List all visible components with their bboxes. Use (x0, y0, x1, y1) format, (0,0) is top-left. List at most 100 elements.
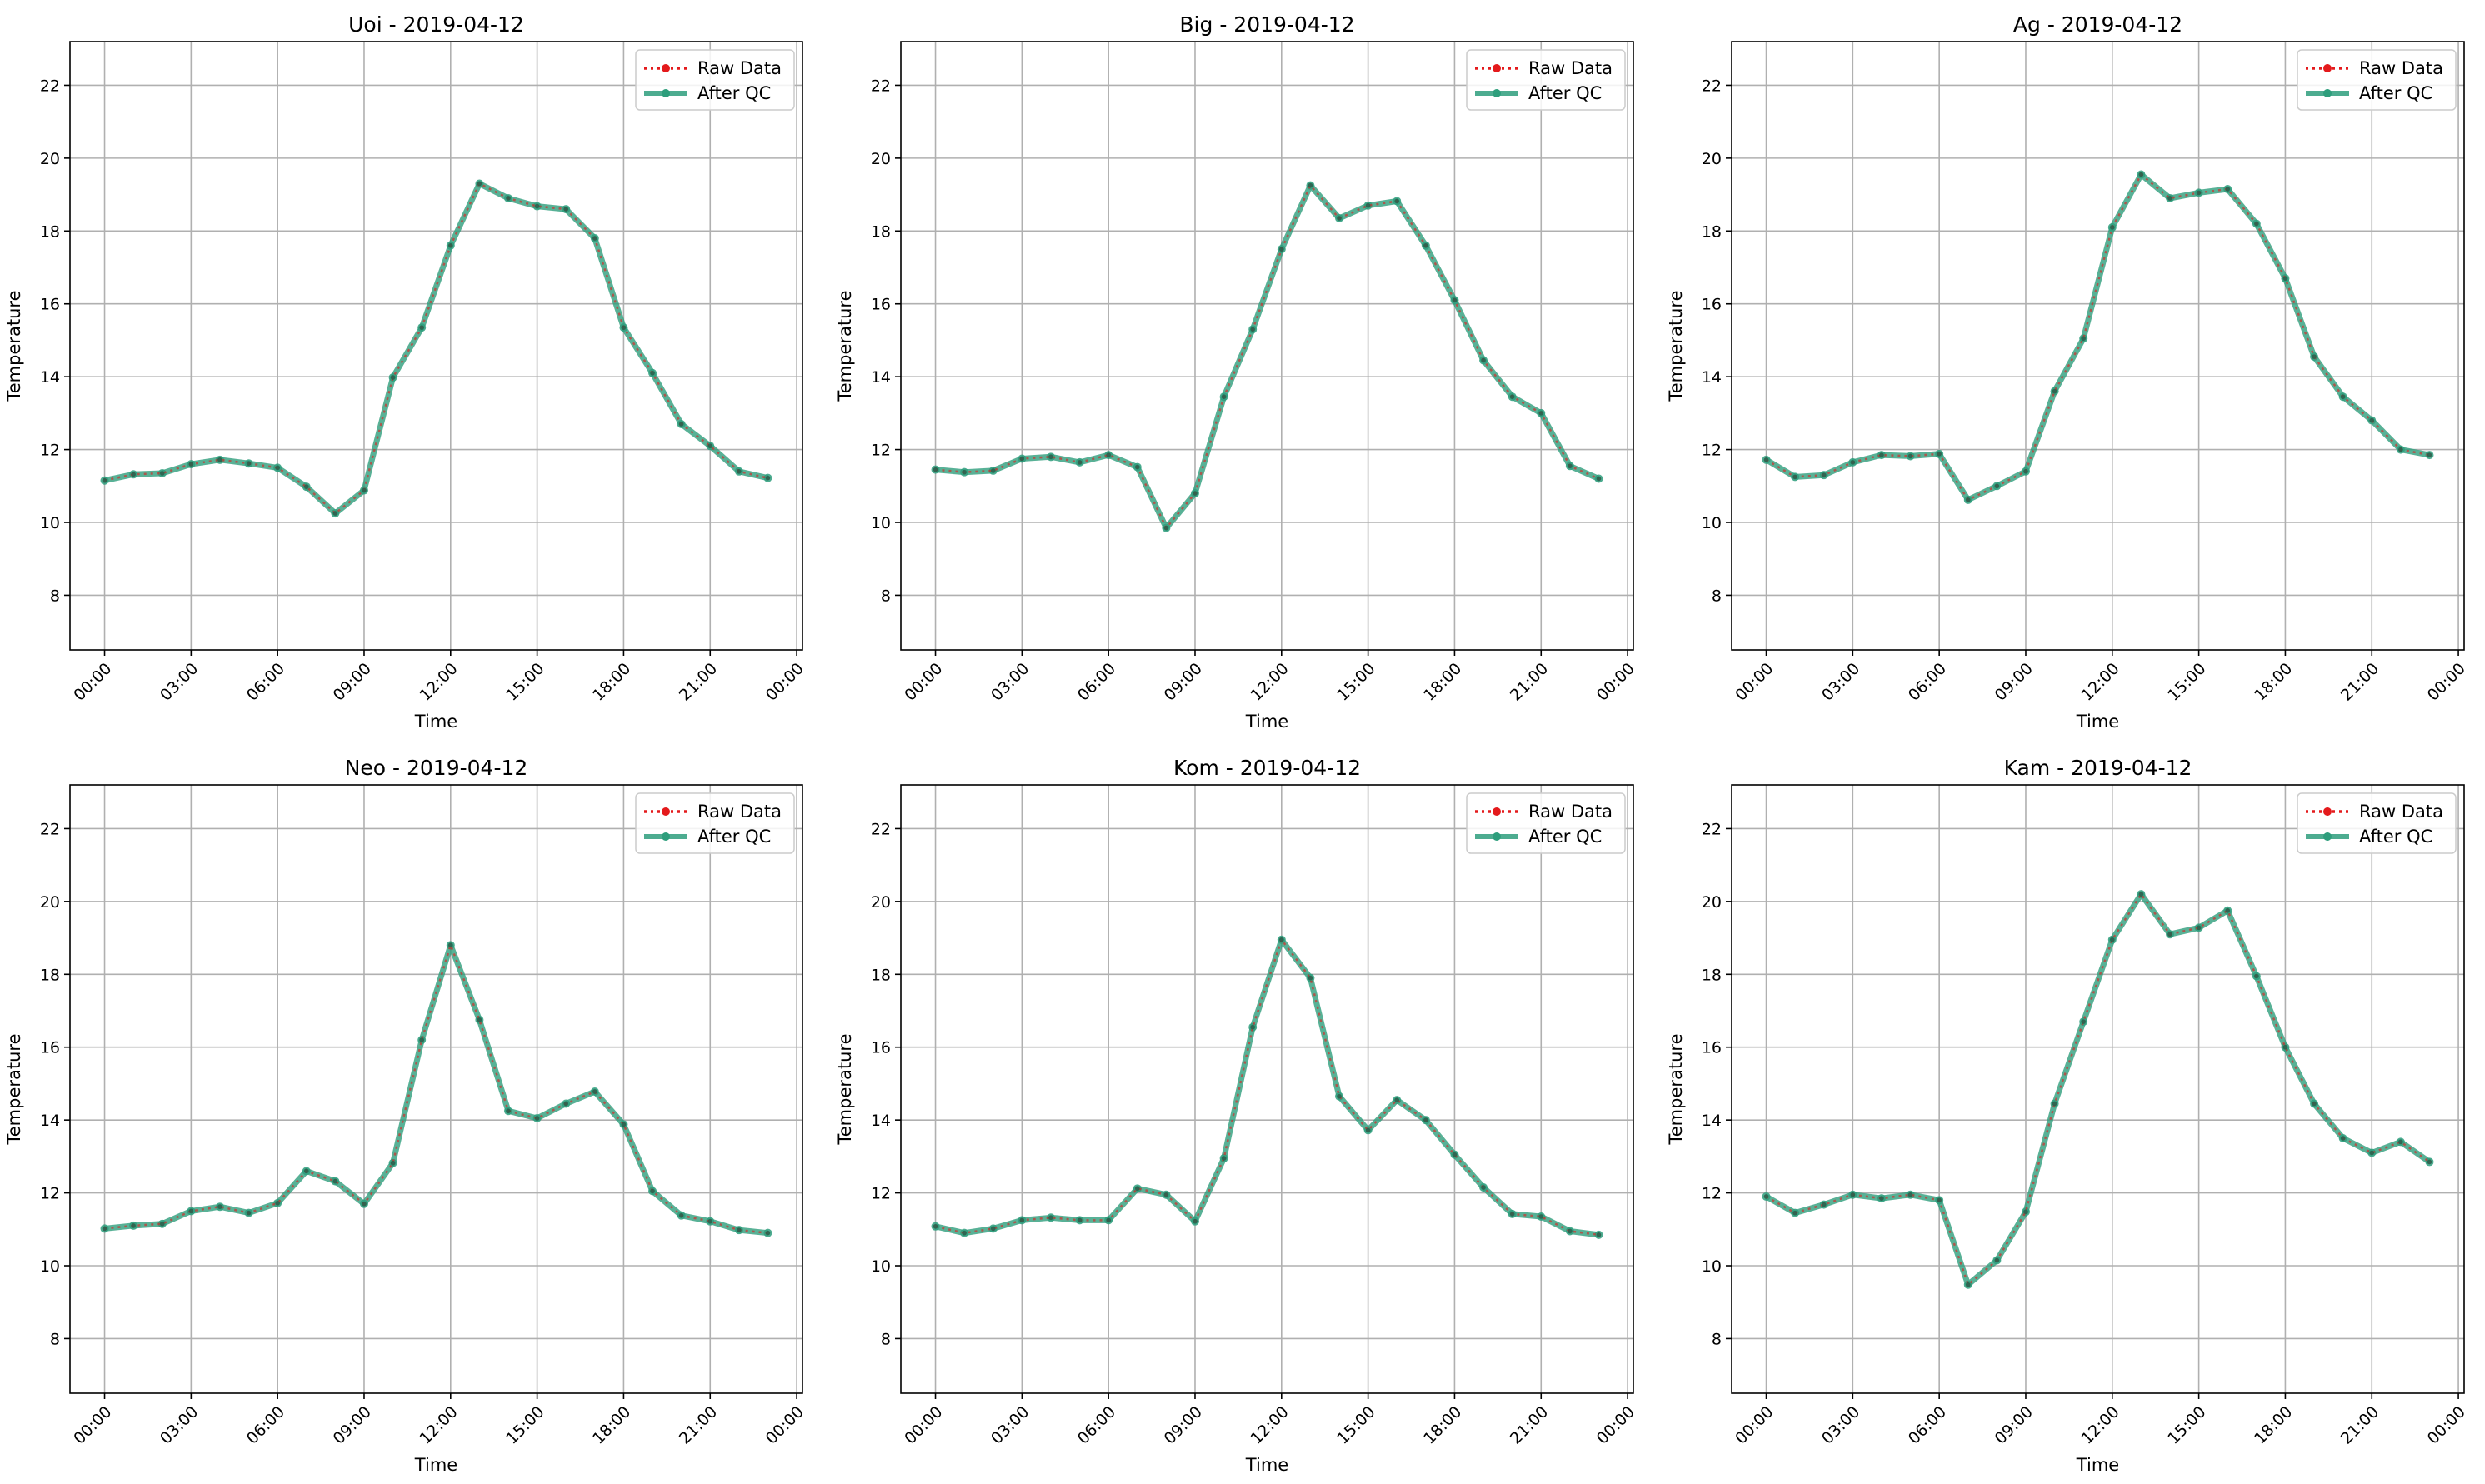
axes-frame (900, 41, 1634, 651)
raw-data-point (1423, 1117, 1428, 1122)
raw-data-point (448, 242, 453, 248)
raw-data-point (1134, 464, 1140, 470)
legend-marker-after-qc (662, 832, 670, 841)
raw-data-point (131, 472, 136, 477)
x-tick-label: 03:00 (988, 1402, 1032, 1447)
axes-frame (900, 784, 1634, 1394)
raw-data-point (1019, 456, 1025, 462)
y-axis-label: Temperature (4, 290, 24, 402)
raw-data-point (1279, 247, 1284, 252)
y-axis-label: Temperature (835, 290, 855, 402)
raw-data-point (2023, 1209, 2028, 1215)
x-tick-label: 09:00 (330, 1402, 375, 1447)
y-tick-label: 16 (40, 296, 60, 314)
x-tick-label: 21:00 (1507, 1402, 1552, 1447)
raw-data-point (1538, 1214, 1544, 1219)
raw-data-point (1134, 1186, 1140, 1192)
y-tick-label: 20 (40, 893, 60, 912)
raw-data-point (102, 1226, 108, 1232)
raw-data-point (2052, 388, 2058, 394)
x-tick-label: 09:00 (330, 659, 375, 704)
raw-data-point (448, 942, 453, 948)
raw-data-point (2398, 1139, 2403, 1145)
raw-data-point (2110, 937, 2115, 942)
legend-label-raw-data: Raw Data (2359, 802, 2443, 822)
y-tick-label: 16 (1702, 1039, 1722, 1057)
raw-data-point (2369, 417, 2375, 423)
raw-data-point (275, 1201, 280, 1206)
raw-data-point (1106, 1217, 1111, 1223)
x-tick-label: 06:00 (243, 1402, 288, 1447)
raw-data-point (1019, 1217, 1025, 1223)
axes-frame (1731, 784, 2465, 1394)
x-tick-label: 03:00 (157, 659, 202, 704)
y-tick-label: 16 (871, 296, 891, 314)
raw-data-point (621, 325, 627, 330)
x-tick-label: 21:00 (676, 659, 721, 704)
x-tick-label: 21:00 (2338, 1402, 2382, 1447)
raw-data-point (275, 465, 280, 471)
raw-data-point (2398, 447, 2403, 452)
chart-title: Neo - 2019-04-12 (345, 756, 528, 780)
raw-data-point (362, 1201, 367, 1207)
y-tick-label: 12 (871, 442, 891, 460)
raw-data-point (1221, 1156, 1227, 1161)
raw-data-point (932, 467, 938, 472)
legend-marker-raw-data (662, 64, 670, 72)
series-line-after-qc (1764, 891, 2432, 1288)
raw-data-point (563, 1101, 569, 1107)
y-tick-label: 12 (1702, 1185, 1722, 1203)
raw-data-point (1850, 1192, 1856, 1197)
raw-data-point (1423, 242, 1428, 248)
raw-data-point (419, 1037, 424, 1042)
raw-data-point (1481, 1185, 1486, 1190)
raw-data-point (2225, 908, 2231, 913)
raw-data-point (1965, 1282, 1971, 1287)
axes-frame (1731, 41, 2465, 651)
x-tick-label: 15:00 (502, 659, 548, 704)
raw-data-point (1077, 460, 1082, 465)
legend-label-raw-data: Raw Data (698, 802, 782, 822)
y-tick-label: 20 (1702, 150, 1722, 168)
raw-data-point (962, 1230, 967, 1236)
raw-data-point (962, 469, 967, 475)
raw-data-point (2312, 1101, 2317, 1107)
raw-data-point (1908, 453, 1913, 459)
raw-data-point (2369, 1150, 2375, 1156)
raw-data-point (1965, 497, 1971, 502)
series-line-raw-data (935, 937, 1599, 1237)
raw-data-point (1994, 483, 2000, 489)
raw-data-point (2282, 276, 2288, 281)
x-tick-label: 03:00 (1818, 659, 1863, 704)
raw-data-point (2168, 196, 2172, 201)
raw-data-point (737, 1227, 742, 1232)
y-tick-label: 12 (40, 1185, 60, 1203)
raw-data-point (1792, 1210, 1798, 1216)
raw-data-point (2282, 1044, 2288, 1050)
legend-label-raw-data: Raw Data (1528, 802, 1612, 822)
raw-data-point (990, 468, 996, 473)
x-tick-label: 18:00 (2251, 659, 2296, 704)
raw-data-point (1821, 472, 1827, 477)
y-tick-label: 18 (871, 222, 891, 241)
raw-data-point (1308, 975, 1313, 981)
raw-data-point (1596, 1232, 1602, 1237)
chart-panel-6: Kam - 2019-04-12 8 10 12 14 16 18 20 22 00:00 03:0… (1666, 756, 2469, 1475)
y-tick-label: 14 (1702, 1112, 1722, 1130)
x-tick-label: 00:00 (70, 1402, 115, 1447)
legend-label-raw-data: Raw Data (2359, 58, 2443, 78)
x-tick-label: 06:00 (243, 659, 288, 704)
raw-data-point (1568, 463, 1572, 469)
y-tick-label: 22 (40, 820, 60, 838)
y-tick-label: 18 (1702, 222, 1722, 241)
chart-title: Kom - 2019-04-12 (1173, 756, 1361, 780)
y-tick-label: 22 (40, 77, 60, 95)
y-tick-label: 8 (881, 587, 891, 605)
raw-data-point (1308, 182, 1313, 188)
raw-data-point (1106, 452, 1111, 457)
raw-data-point (1279, 937, 1284, 942)
x-tick-label: 00:00 (901, 1402, 946, 1447)
x-tick-label: 15:00 (1333, 659, 1378, 704)
y-tick-label: 22 (1702, 820, 1722, 838)
x-tick-label: 15:00 (2164, 1402, 2209, 1447)
